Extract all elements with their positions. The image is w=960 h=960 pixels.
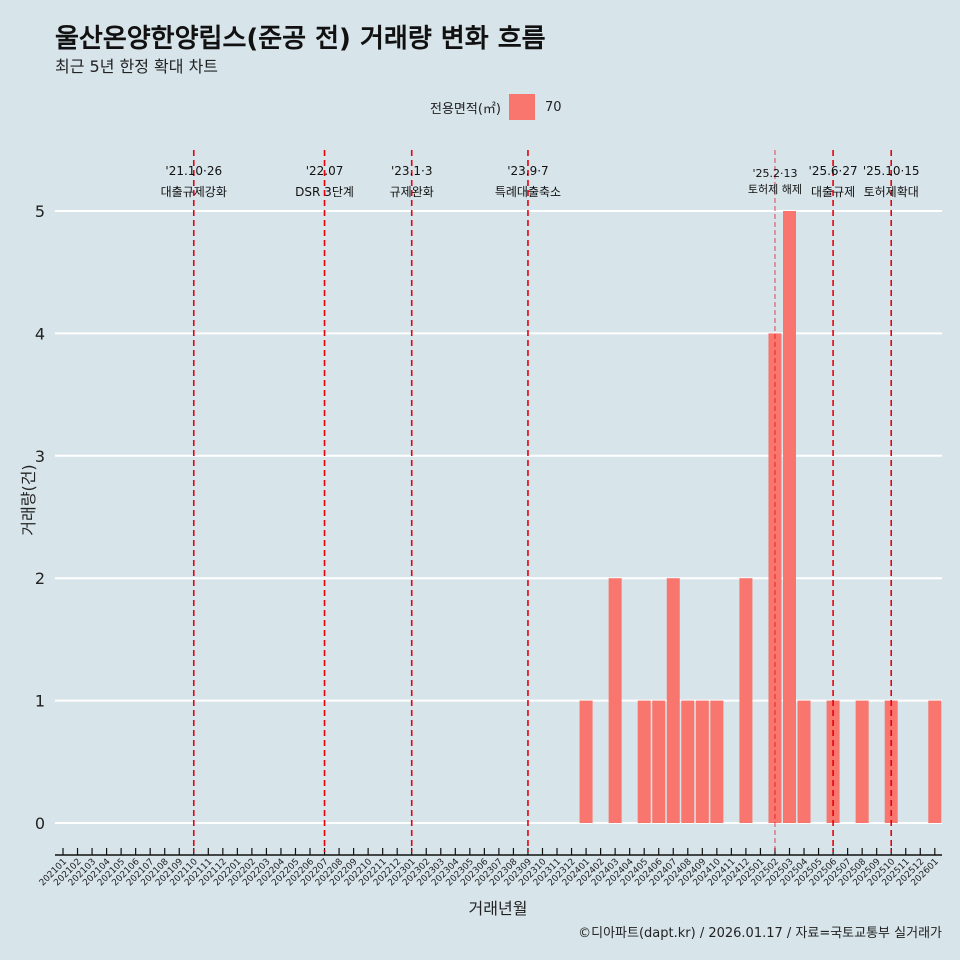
caption: ©디아파트(dapt.kr) / 2026.01.17 / 자료=국토교통부 실… [578, 926, 942, 941]
event-label: 대출규제강화 [161, 185, 227, 199]
y-tick-label: 5 [35, 202, 45, 221]
bar [681, 700, 695, 823]
bar [637, 700, 651, 823]
legend: 전용면적(㎡) 70 [430, 94, 562, 120]
event-label: 토허제확대 [864, 185, 919, 199]
bar [695, 700, 709, 823]
chart-title: 울산온양한양립스(준공 전) 거래량 변화 흐름 [55, 24, 546, 54]
bar [739, 578, 753, 823]
bar [652, 700, 666, 823]
legend-title: 전용면적(㎡) [430, 101, 501, 117]
event-label: 규제완화 [390, 185, 434, 199]
bar [710, 700, 724, 823]
bar [797, 700, 811, 823]
y-tick-label: 4 [35, 324, 45, 343]
event-date: '23.9·7 [507, 164, 548, 178]
event-date: '23.1·3 [391, 164, 432, 178]
event-date: '25.2·13 [752, 167, 797, 180]
bar [855, 700, 869, 823]
event-label: 특례대출축소 [495, 185, 561, 199]
bar [608, 578, 622, 823]
event-date: '25.10·15 [863, 164, 920, 178]
y-tick-label: 0 [35, 814, 45, 833]
event-label: 토허제 해제 [748, 182, 802, 196]
chart-subtitle: 최근 5년 한정 확대 차트 [55, 57, 219, 76]
x-axis-title: 거래년월 [469, 899, 528, 918]
event-date: '22.07 [306, 164, 344, 178]
legend-label: 70 [544, 99, 562, 115]
y-axis-title: 거래량(건) [19, 464, 38, 535]
y-tick-label: 2 [35, 569, 45, 588]
bar [666, 578, 680, 823]
bar [928, 700, 942, 823]
bar [783, 211, 796, 823]
bar [579, 700, 593, 823]
y-tick-label: 1 [35, 692, 45, 711]
event-date: '25.6·27 [809, 164, 858, 178]
event-label: DSR 3단계 [295, 185, 354, 199]
event-date: '21.10·26 [165, 164, 222, 178]
y-tick-label: 3 [35, 447, 45, 466]
event-label: 대출규제 [811, 185, 855, 199]
legend-swatch [508, 94, 535, 120]
